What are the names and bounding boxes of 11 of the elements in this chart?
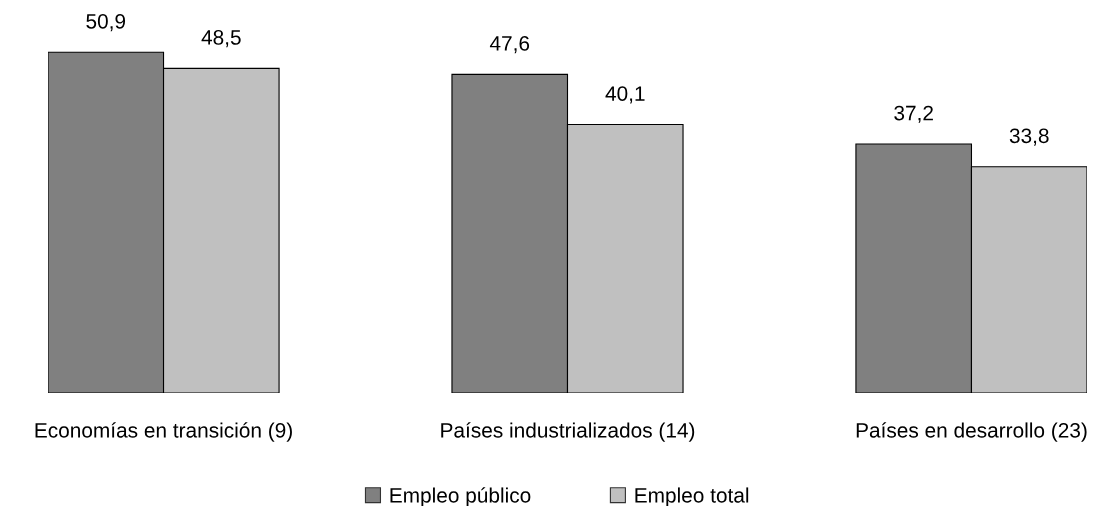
x-tick-label: Economías en transición (9) — [35, 422, 292, 442]
x-tick-label: Países industrializados (14) — [441, 422, 695, 442]
legend-label: Empleo total — [635, 487, 749, 506]
data-label: 47,6 — [489, 36, 530, 54]
data-label: 33,8 — [1009, 128, 1049, 146]
data-label: 37,2 — [894, 105, 933, 123]
data-label: 50,9 — [86, 13, 126, 32]
data-label: 48,5 — [201, 30, 241, 48]
legend-label: Empleo público — [390, 487, 531, 506]
x-tick-label: Países en desarrollo (23) — [856, 422, 1087, 442]
data-label: 40,1 — [605, 86, 645, 104]
